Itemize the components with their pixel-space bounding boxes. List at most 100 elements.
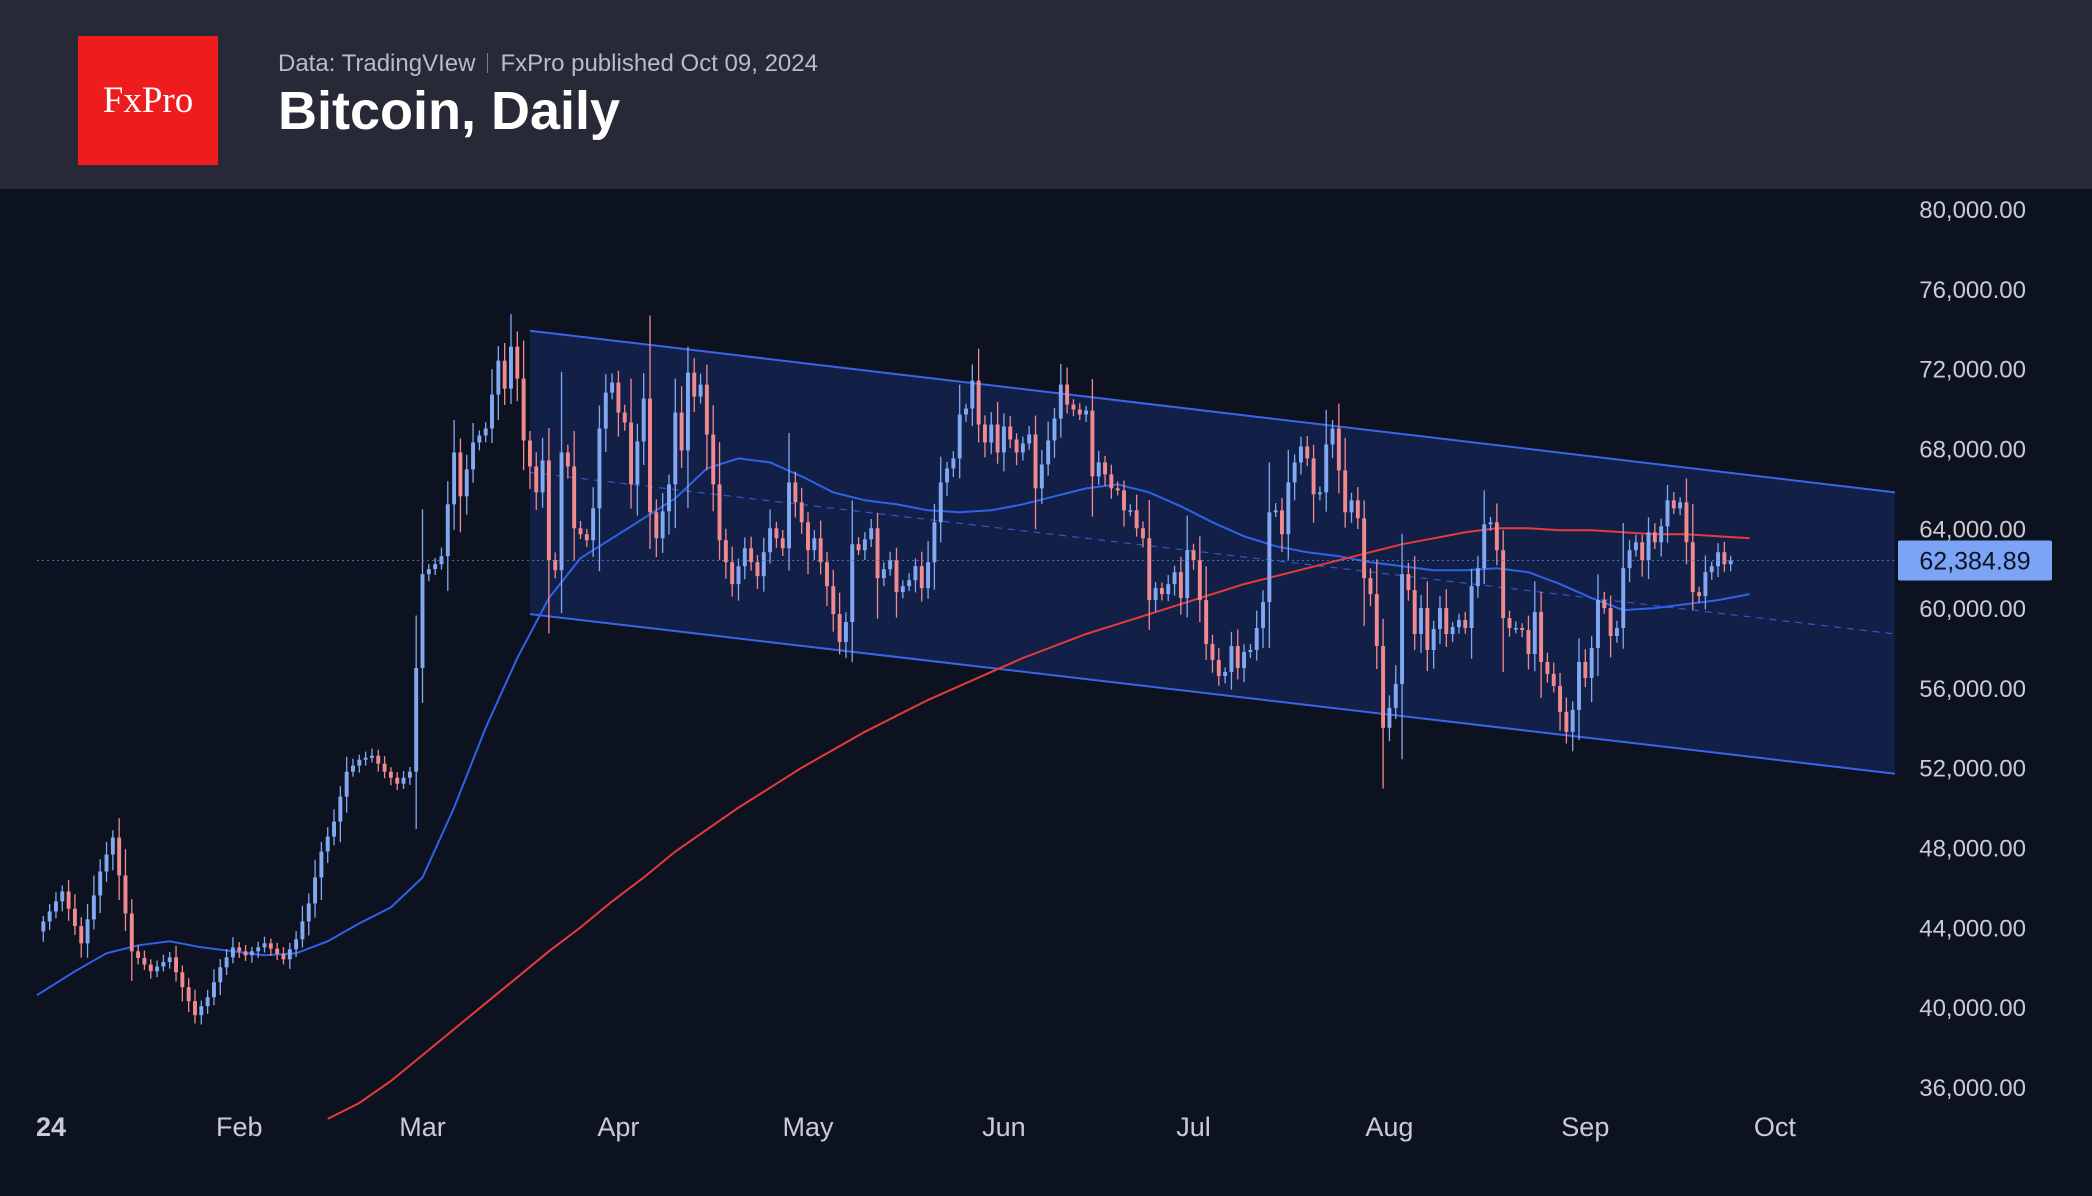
- candle: [685, 346, 690, 509]
- candle-body: [1659, 526, 1664, 543]
- candle: [1235, 629, 1240, 680]
- candle: [148, 959, 153, 979]
- candle: [907, 573, 912, 592]
- candle: [464, 454, 469, 515]
- channel-fill: [529, 330, 1896, 774]
- candle-body: [888, 560, 893, 570]
- candle: [1071, 399, 1076, 417]
- candle: [1583, 649, 1588, 688]
- candle-body: [660, 511, 665, 539]
- candle-body: [1020, 443, 1025, 453]
- candle: [351, 758, 355, 777]
- candle-body: [1570, 709, 1575, 732]
- candle: [635, 423, 640, 516]
- candle: [1305, 436, 1310, 467]
- candle-body: [1216, 659, 1221, 676]
- candle-body: [1223, 671, 1228, 676]
- chart-meta: Data: TradingVIew FxPro published Oct 09,…: [278, 50, 818, 78]
- candle: [1324, 409, 1329, 512]
- candle: [1564, 697, 1569, 744]
- published-label: FxPro published Oct 09, 2024: [500, 50, 818, 77]
- candle-body: [812, 538, 817, 551]
- candle-body: [91, 895, 96, 920]
- candle-body: [136, 951, 141, 958]
- candle: [1545, 652, 1550, 683]
- candle: [281, 947, 286, 965]
- candle: [521, 340, 526, 471]
- candle: [1633, 534, 1638, 557]
- candle-body: [875, 528, 880, 579]
- candle: [363, 751, 368, 766]
- candle: [79, 917, 84, 958]
- candle-body: [1551, 673, 1556, 686]
- candle-body: [79, 926, 84, 944]
- candle: [193, 989, 197, 1024]
- candle-body: [319, 851, 324, 878]
- candle: [1166, 575, 1171, 601]
- candlesticks: [41, 314, 1733, 1025]
- candle-body: [1172, 572, 1177, 585]
- candle: [1558, 672, 1563, 731]
- candle-body: [1564, 711, 1569, 732]
- candle: [1014, 433, 1019, 466]
- candle-body: [262, 943, 267, 948]
- candle: [256, 941, 261, 958]
- candle: [1204, 566, 1209, 660]
- candle: [1084, 406, 1089, 423]
- candle: [1172, 565, 1177, 596]
- candle: [938, 456, 943, 543]
- candle: [1431, 620, 1436, 669]
- candle: [357, 754, 362, 773]
- candle-body: [603, 392, 608, 429]
- candle-body: [1267, 512, 1272, 603]
- candle-body: [363, 757, 368, 760]
- y-tick-label: 72,000.00: [1919, 357, 2026, 384]
- candle: [730, 546, 735, 597]
- candle: [471, 422, 476, 483]
- x-tick-label: Jul: [1176, 1112, 1211, 1142]
- candle: [1709, 561, 1714, 580]
- candle-body: [193, 1001, 197, 1016]
- candle: [180, 965, 185, 1002]
- candle: [1393, 665, 1398, 720]
- candle-body: [780, 538, 785, 549]
- candle: [527, 430, 532, 489]
- candle: [660, 493, 665, 553]
- candle: [1456, 613, 1461, 634]
- candle: [275, 942, 280, 961]
- candle: [1128, 504, 1133, 517]
- candle: [888, 551, 893, 576]
- candle: [1039, 449, 1044, 504]
- candle-body: [426, 569, 431, 575]
- candle-body: [439, 556, 444, 565]
- candle: [932, 503, 937, 590]
- candle-body: [224, 957, 229, 968]
- candle: [287, 942, 292, 969]
- candle-body: [597, 428, 602, 509]
- candle: [1444, 589, 1449, 648]
- candle-body: [1286, 482, 1291, 535]
- candle: [1008, 416, 1013, 449]
- candle-body: [1419, 608, 1423, 635]
- candle: [262, 936, 267, 953]
- candle-body: [553, 560, 558, 571]
- candle-body: [502, 360, 507, 389]
- candle-body: [407, 771, 412, 778]
- candle: [338, 786, 343, 843]
- candle: [692, 358, 697, 413]
- candle-body: [155, 966, 160, 972]
- candle: [496, 346, 501, 420]
- candle-body: [1678, 502, 1683, 509]
- candle-body: [1539, 612, 1544, 662]
- candle: [1494, 503, 1499, 566]
- candle-body: [1589, 648, 1594, 678]
- candle-body: [218, 967, 223, 983]
- chart-header: FxPro Data: TradingVIew FxPro published O…: [0, 0, 2092, 189]
- candle: [117, 818, 122, 901]
- candle: [426, 564, 431, 582]
- last-price-label: 62,384.89: [1919, 548, 2030, 576]
- price-chart: 62,384.89 80,000.00 76,000.00 72,000.00 68,…: [36, 197, 2052, 1142]
- candle: [1096, 450, 1101, 485]
- candle-body: [698, 384, 703, 397]
- candle-body: [1140, 528, 1145, 539]
